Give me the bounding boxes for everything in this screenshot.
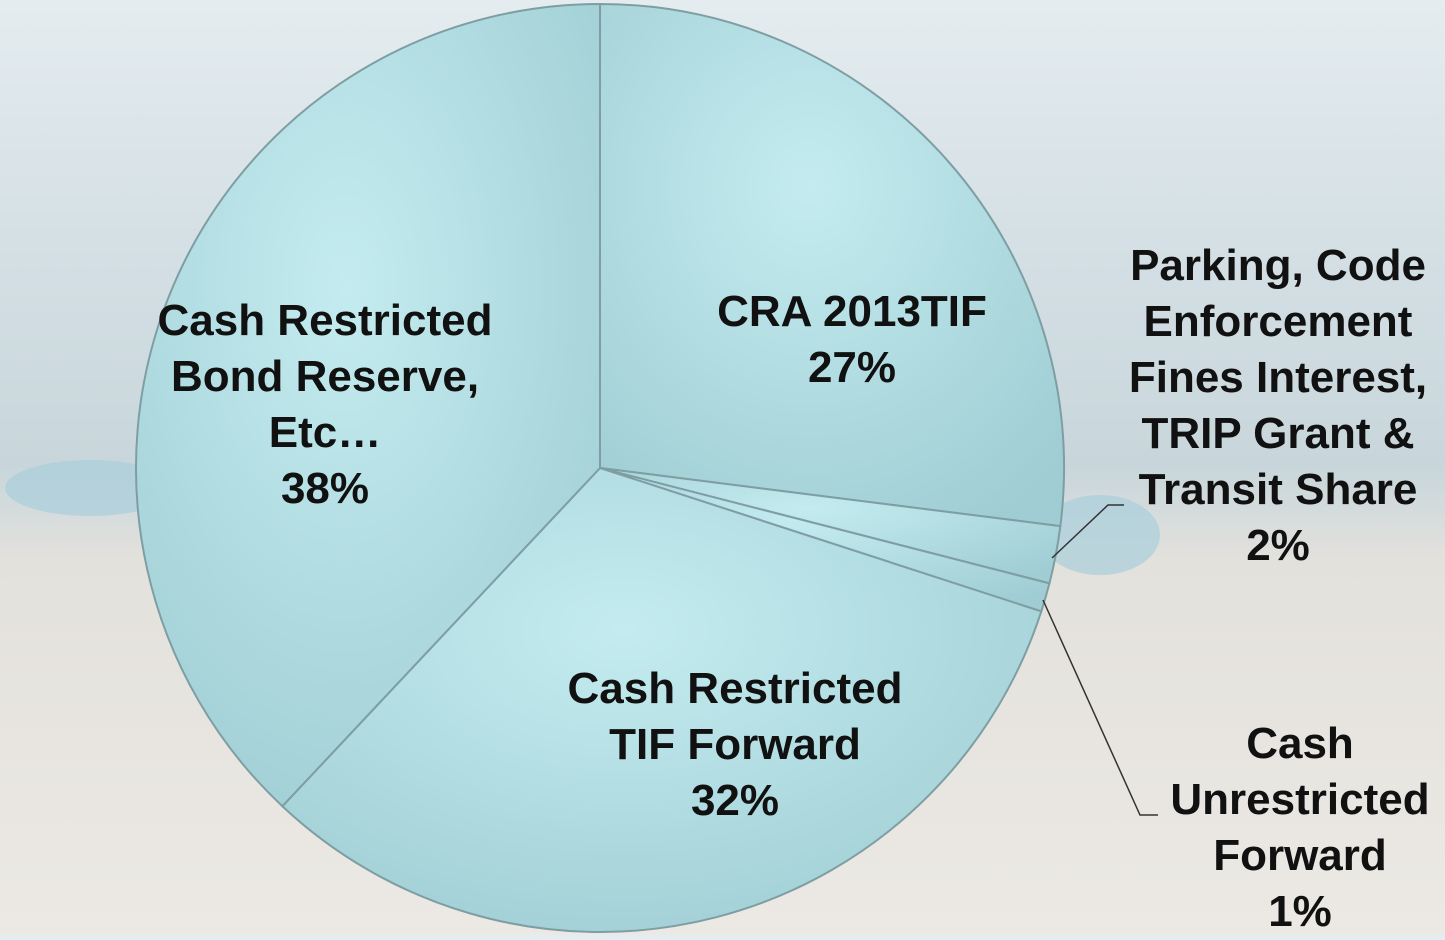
pie-slice [599, 2, 1065, 528]
category-label: Parking, Code Enforcement Fines Interest… [1128, 241, 1428, 514]
shadow-decoration [5, 460, 175, 516]
data-label: Parking, Code Enforcement Fines Interest… [1108, 238, 1445, 574]
category-label: Cash Restricted Bond Reserve, Etc… [157, 296, 493, 457]
shadow-decoration [1040, 495, 1160, 575]
data-label: CRA 2013TIF 27% [662, 284, 1042, 396]
leader-line [1051, 504, 1124, 559]
leader-line [1042, 599, 1158, 816]
pie [135, 2, 1065, 933]
pie-slice [135, 2, 601, 808]
data-label: Cash Restricted TIF Forward 32% [555, 661, 915, 829]
category-label: Cash Restricted TIF Forward [567, 664, 903, 769]
category-label: Cash Unrestricted Forward [1170, 719, 1430, 880]
data-label: Cash Unrestricted Forward 1% [1150, 716, 1445, 940]
value-label: 32% [690, 776, 780, 825]
pie-slice [280, 466, 1043, 933]
data-label: Cash Restricted Bond Reserve, Etc… 38% [135, 293, 515, 517]
value-label: 2% [1246, 521, 1310, 570]
category-label: CRA 2013TIF [717, 287, 987, 336]
value-label: 27% [807, 343, 897, 392]
value-label: 1% [1268, 887, 1332, 936]
value-label: 38% [280, 464, 370, 513]
